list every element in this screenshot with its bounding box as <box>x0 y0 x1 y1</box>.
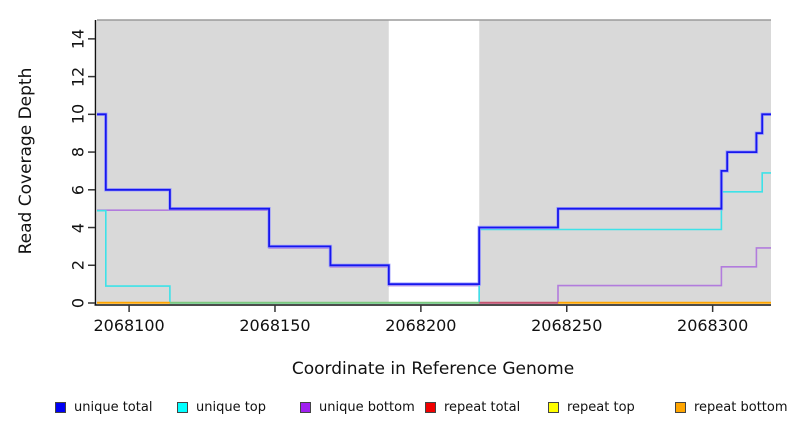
y-tick-label: 6 <box>68 184 88 195</box>
legend-item-unique-bottom: unique bottom <box>300 399 415 415</box>
legend-swatch-unique-total <box>55 401 66 413</box>
series-line-unique-total <box>97 113 771 285</box>
legend-label: repeat top <box>567 399 635 415</box>
legend-item-repeat-bottom: repeat bottom <box>675 399 788 415</box>
x-tick-label: 2068300 <box>677 316 749 335</box>
x-tick-label: 2068250 <box>531 316 603 335</box>
legend-item-unique-top: unique top <box>177 399 267 415</box>
legend-item-repeat-top: repeat top <box>548 399 635 415</box>
legend-label: unique bottom <box>319 399 415 415</box>
legend-item-unique-total: unique total <box>55 399 153 415</box>
legend-swatch-unique-top <box>177 401 188 413</box>
legend-swatch-unique-bottom <box>300 401 311 413</box>
shaded-region <box>97 20 389 303</box>
x-tick-label: 2068200 <box>385 316 457 335</box>
shaded-region <box>479 20 771 303</box>
legend-swatch-repeat-top <box>548 401 559 413</box>
y-tick-label: 8 <box>68 146 88 158</box>
y-tick-label: 14 <box>68 28 88 50</box>
x-tick-label: 2068100 <box>93 316 165 335</box>
y-tick-label: 2 <box>68 260 88 271</box>
legend-label: repeat total <box>444 399 521 415</box>
legend-label: unique total <box>74 399 153 415</box>
y-tick-label: 12 <box>68 66 88 87</box>
y-tick-label: 4 <box>68 222 88 233</box>
legend-swatch-repeat-total <box>425 401 436 413</box>
y-axis-title: Read Coverage Depth <box>16 67 36 255</box>
legend-item-repeat-total: repeat total <box>425 399 521 415</box>
x-axis-title: Coordinate in Reference Genome <box>291 359 575 379</box>
legend-swatch-repeat-bottom <box>675 401 686 413</box>
x-tick-label: 2068150 <box>239 316 311 335</box>
y-tick-label: 10 <box>68 104 88 125</box>
legend-label: repeat bottom <box>694 399 788 415</box>
legend-label: unique top <box>196 399 267 415</box>
y-tick-label: 0 <box>68 297 88 309</box>
